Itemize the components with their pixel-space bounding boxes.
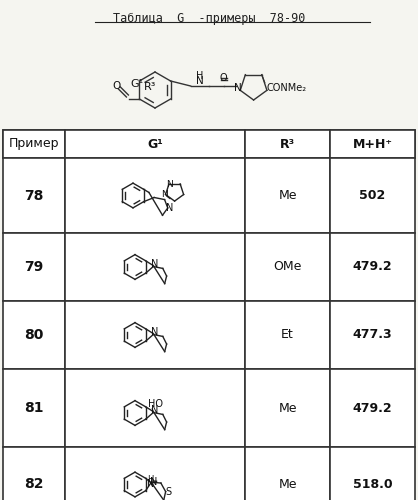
Text: Me: Me: [278, 402, 297, 414]
Bar: [330, 233, 415, 301]
Text: O: O: [112, 81, 120, 91]
Text: HO: HO: [148, 398, 163, 408]
Bar: [3, 301, 65, 369]
Text: R³: R³: [144, 82, 156, 92]
Text: 80: 80: [24, 328, 44, 342]
Text: N: N: [166, 203, 173, 213]
Text: N: N: [234, 83, 242, 93]
Text: 78: 78: [24, 188, 44, 202]
Bar: [245, 130, 330, 158]
Bar: [330, 447, 415, 500]
Text: 82: 82: [24, 478, 44, 492]
Text: OMe: OMe: [273, 260, 302, 274]
Bar: [3, 447, 65, 500]
Bar: [65, 301, 245, 369]
Text: G¹: G¹: [131, 79, 144, 89]
Text: H: H: [196, 71, 203, 81]
Text: N: N: [147, 479, 154, 489]
Bar: [245, 369, 330, 447]
Bar: [65, 158, 245, 233]
Text: N: N: [150, 477, 157, 487]
Bar: [3, 369, 65, 447]
Bar: [65, 130, 245, 158]
Text: 81: 81: [24, 401, 44, 415]
Text: S: S: [166, 486, 172, 496]
Bar: [3, 158, 65, 233]
Bar: [3, 130, 415, 158]
Bar: [330, 369, 415, 447]
Text: 502: 502: [359, 189, 386, 202]
Bar: [65, 369, 245, 447]
Text: G¹: G¹: [147, 138, 163, 150]
Text: 79: 79: [24, 260, 43, 274]
Text: Et: Et: [281, 328, 294, 342]
Text: N: N: [150, 404, 158, 414]
Bar: [330, 130, 415, 158]
Text: O: O: [220, 73, 227, 83]
Text: H: H: [147, 474, 153, 484]
Bar: [65, 233, 245, 301]
Bar: [330, 158, 415, 233]
Bar: [3, 233, 65, 301]
Text: Me: Me: [278, 478, 297, 491]
Text: N: N: [150, 258, 158, 268]
Text: N: N: [196, 76, 204, 86]
Text: N: N: [161, 190, 168, 199]
Bar: [245, 233, 330, 301]
Text: M+H⁺: M+H⁺: [352, 138, 393, 150]
Text: 477.3: 477.3: [353, 328, 393, 342]
Bar: [65, 447, 245, 500]
Bar: [3, 130, 65, 158]
Text: 479.2: 479.2: [353, 402, 393, 414]
Text: 518.0: 518.0: [353, 478, 393, 491]
Text: R³: R³: [280, 138, 295, 150]
Text: Таблица  G  -примеры  78-90: Таблица G -примеры 78-90: [113, 12, 305, 25]
Bar: [245, 301, 330, 369]
Text: Пример: Пример: [9, 138, 59, 150]
Text: N: N: [150, 326, 158, 336]
Text: Me: Me: [278, 189, 297, 202]
Text: CONMe₂: CONMe₂: [267, 82, 307, 92]
Bar: [330, 301, 415, 369]
Text: 479.2: 479.2: [353, 260, 393, 274]
Bar: [245, 447, 330, 500]
Bar: [245, 158, 330, 233]
Text: N: N: [166, 180, 172, 190]
